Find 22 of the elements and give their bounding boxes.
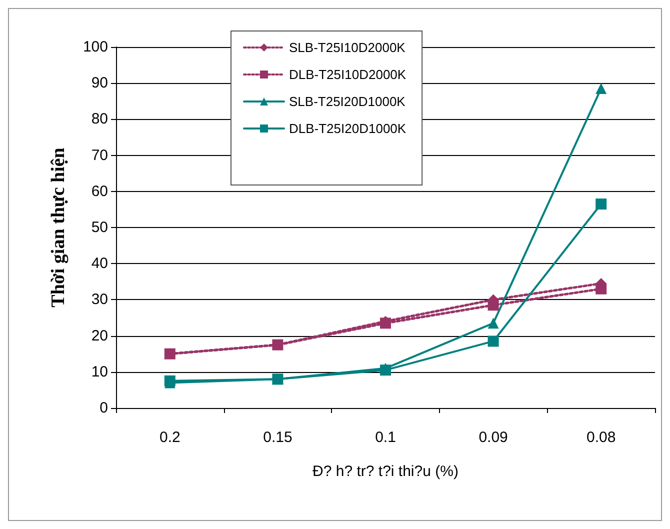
x-tick-label: 0.1 xyxy=(375,429,396,446)
y-tick-label: 80 xyxy=(91,110,108,128)
y-tick-label: 0 xyxy=(100,400,108,416)
y-tick-label: 50 xyxy=(91,219,108,236)
y-axis-title: Thời gian thực hiện xyxy=(48,147,69,308)
y-tick-label: 70 xyxy=(91,146,108,164)
y-tick-label: 100 xyxy=(82,38,108,56)
x-tick-label: 0.08 xyxy=(586,429,616,446)
y-tick-label: 60 xyxy=(91,182,108,200)
x-tick-label: 0.2 xyxy=(159,429,180,446)
x-tick-label: 0.09 xyxy=(478,429,508,446)
legend-label: SLB-T25I10D2000K xyxy=(289,40,406,55)
legend-label: SLB-T25I20D1000K xyxy=(289,94,406,109)
legend-label: DLB-T25I10D2000K xyxy=(289,67,406,82)
y-tick-label: 30 xyxy=(91,291,108,308)
x-tick-label: 0.15 xyxy=(263,429,292,446)
legend-label: DLB-T25I20D1000K xyxy=(289,121,406,136)
y-tick-label: 90 xyxy=(91,74,108,92)
x-axis-title: Đ? h? tr? t?i thi?u (%) xyxy=(312,463,458,480)
y-tick-label: 40 xyxy=(91,255,108,272)
y-tick-label: 10 xyxy=(91,363,108,380)
y-tick-label: 20 xyxy=(91,327,108,344)
